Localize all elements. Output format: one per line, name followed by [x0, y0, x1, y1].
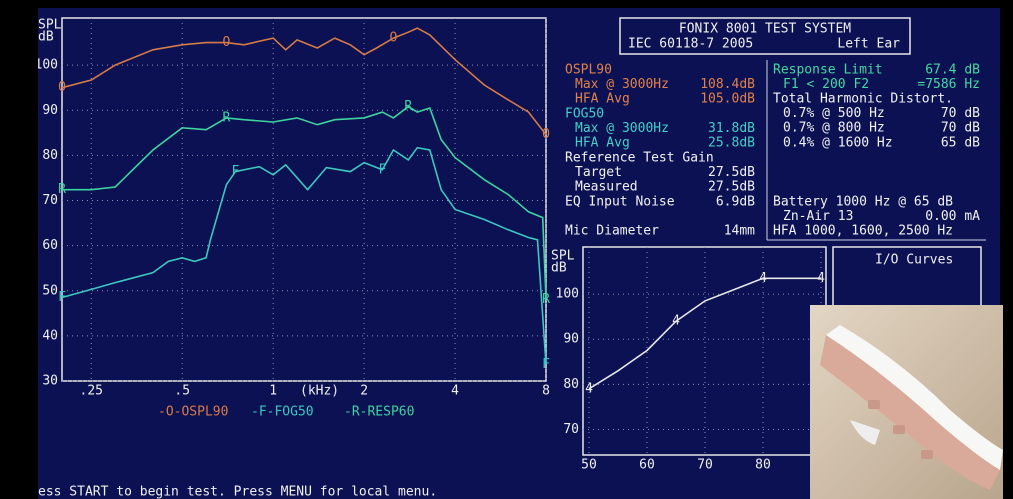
- panel-value: 0.00 mA: [925, 209, 980, 224]
- x-tick-label: .25: [80, 384, 103, 399]
- panel-value: 27.5dB: [708, 165, 755, 180]
- panel-value: 67.4 dB: [925, 63, 980, 78]
- panel-value: 27.5dB: [708, 180, 755, 195]
- panel-label: F1 < 200 F2: [783, 77, 869, 92]
- x-tick-label: 70: [697, 458, 713, 473]
- y-axis-label: dB: [551, 261, 567, 276]
- panel-label: EQ Input Noise: [565, 195, 675, 210]
- y-tick-label: 30: [42, 374, 58, 389]
- y-axis-label: dB: [38, 30, 54, 45]
- panel-label: Mic Diameter: [565, 224, 659, 239]
- panel-value: 6.9dB: [716, 195, 755, 210]
- left-bezel: [0, 0, 38, 499]
- x-tick-label: 60: [639, 458, 655, 473]
- header-standard: IEC 60118-7 2005: [628, 37, 753, 52]
- curve-marker: R: [222, 110, 230, 125]
- panel-label: Reference Test Gain: [565, 151, 714, 166]
- panel-label: HFA 1000, 1600, 2500 Hz: [773, 224, 953, 239]
- x-tick-label: 2: [360, 384, 368, 399]
- x-tick-label: 50: [581, 458, 597, 473]
- x-tick-label: .5: [174, 384, 190, 399]
- panel-value: =7586 Hz: [917, 77, 980, 92]
- curve-marker: F: [542, 357, 550, 372]
- panel-value: 70 dB: [941, 106, 980, 121]
- x-tick-label: 80: [755, 458, 771, 473]
- panel-value: 31.8dB: [708, 121, 755, 136]
- legend-entry: -F-FOG50: [251, 405, 314, 420]
- fonix-screen: OSPL90Max @ 3000Hz108.4dBHFA Avg105.0dBF…: [0, 0, 1013, 499]
- x-tick-label: 4: [451, 384, 459, 399]
- header-title: FONIX 8001 TEST SYSTEM: [679, 22, 851, 37]
- panel-label: Zn-Air 13: [783, 209, 853, 224]
- y-tick-label: 70: [42, 193, 58, 208]
- panel-value: 65 dB: [941, 135, 980, 150]
- y-tick-label: 100: [35, 58, 58, 73]
- curve-marker: O: [58, 80, 66, 95]
- panel-label: OSPL90: [565, 63, 612, 78]
- y-tick-label: 100: [556, 287, 579, 302]
- y-tick-label: 50: [42, 283, 58, 298]
- panel-value: 105.0dB: [700, 92, 755, 107]
- curve-marker: R: [58, 182, 66, 197]
- device-button: [921, 450, 933, 459]
- y-tick-label: 80: [42, 148, 58, 163]
- panel-label: Max @ 3000Hz: [575, 121, 669, 136]
- curve-marker: F: [379, 162, 387, 177]
- panel-label: FOG50: [565, 107, 604, 122]
- panel-value: 25.8dB: [708, 136, 755, 151]
- panel-label: 0.7% @ 500 Hz: [783, 106, 885, 121]
- device-button: [893, 425, 905, 434]
- panel-label: Measured: [575, 180, 638, 195]
- y-tick-label: 90: [563, 332, 579, 347]
- panel-label: Max @ 3000Hz: [575, 77, 669, 92]
- product-photo: [810, 305, 1003, 499]
- x-tick-label: 8: [542, 384, 550, 399]
- panel-label: HFA Avg: [575, 92, 630, 107]
- y-tick-label: 40: [42, 328, 58, 343]
- panel-value: 14mm: [724, 224, 755, 239]
- curve-marker: O: [542, 127, 550, 142]
- legend-entry: -O-OSPL90: [158, 405, 228, 420]
- panel-label: 0.4% @ 1600 Hz: [783, 135, 893, 150]
- y-tick-label: 60: [42, 238, 58, 253]
- y-tick-label: 70: [563, 422, 579, 437]
- x-tick-label: 1: [269, 384, 277, 399]
- curve-marker: O: [222, 35, 230, 50]
- curve-marker: 4: [585, 381, 593, 396]
- curve-marker: R: [542, 292, 550, 307]
- curve-marker: 4: [817, 271, 825, 286]
- panel-label: 0.7% @ 800 Hz: [783, 121, 885, 136]
- curve-marker: R: [404, 99, 412, 114]
- panel-label: Target: [575, 165, 622, 180]
- curve-marker: 4: [672, 314, 680, 329]
- device-button: [868, 400, 880, 409]
- x-axis-label: (kHz): [300, 384, 339, 399]
- curve-marker: 4: [759, 271, 767, 286]
- y-tick-label: 90: [42, 103, 58, 118]
- curve-marker: O: [389, 31, 397, 46]
- curve-marker: F: [232, 164, 240, 179]
- panel-value: 108.4dB: [700, 77, 755, 92]
- curve-marker: F: [58, 290, 66, 305]
- panel-label: Response Limit: [773, 63, 883, 78]
- status-line: ess START to begin test. Press MENU for …: [38, 485, 437, 499]
- panel-label: Total Harmonic Distort.: [773, 92, 953, 107]
- panel-label: Battery 1000 Hz @ 65 dB: [773, 195, 953, 210]
- header-ear: Left Ear: [837, 37, 900, 52]
- y-tick-label: 80: [563, 377, 579, 392]
- legend-entry: -R-RESP60: [344, 405, 414, 420]
- panel-value: 70 dB: [941, 121, 980, 136]
- io-title: I/O Curves: [875, 253, 953, 268]
- panel-label: HFA Avg: [575, 136, 630, 151]
